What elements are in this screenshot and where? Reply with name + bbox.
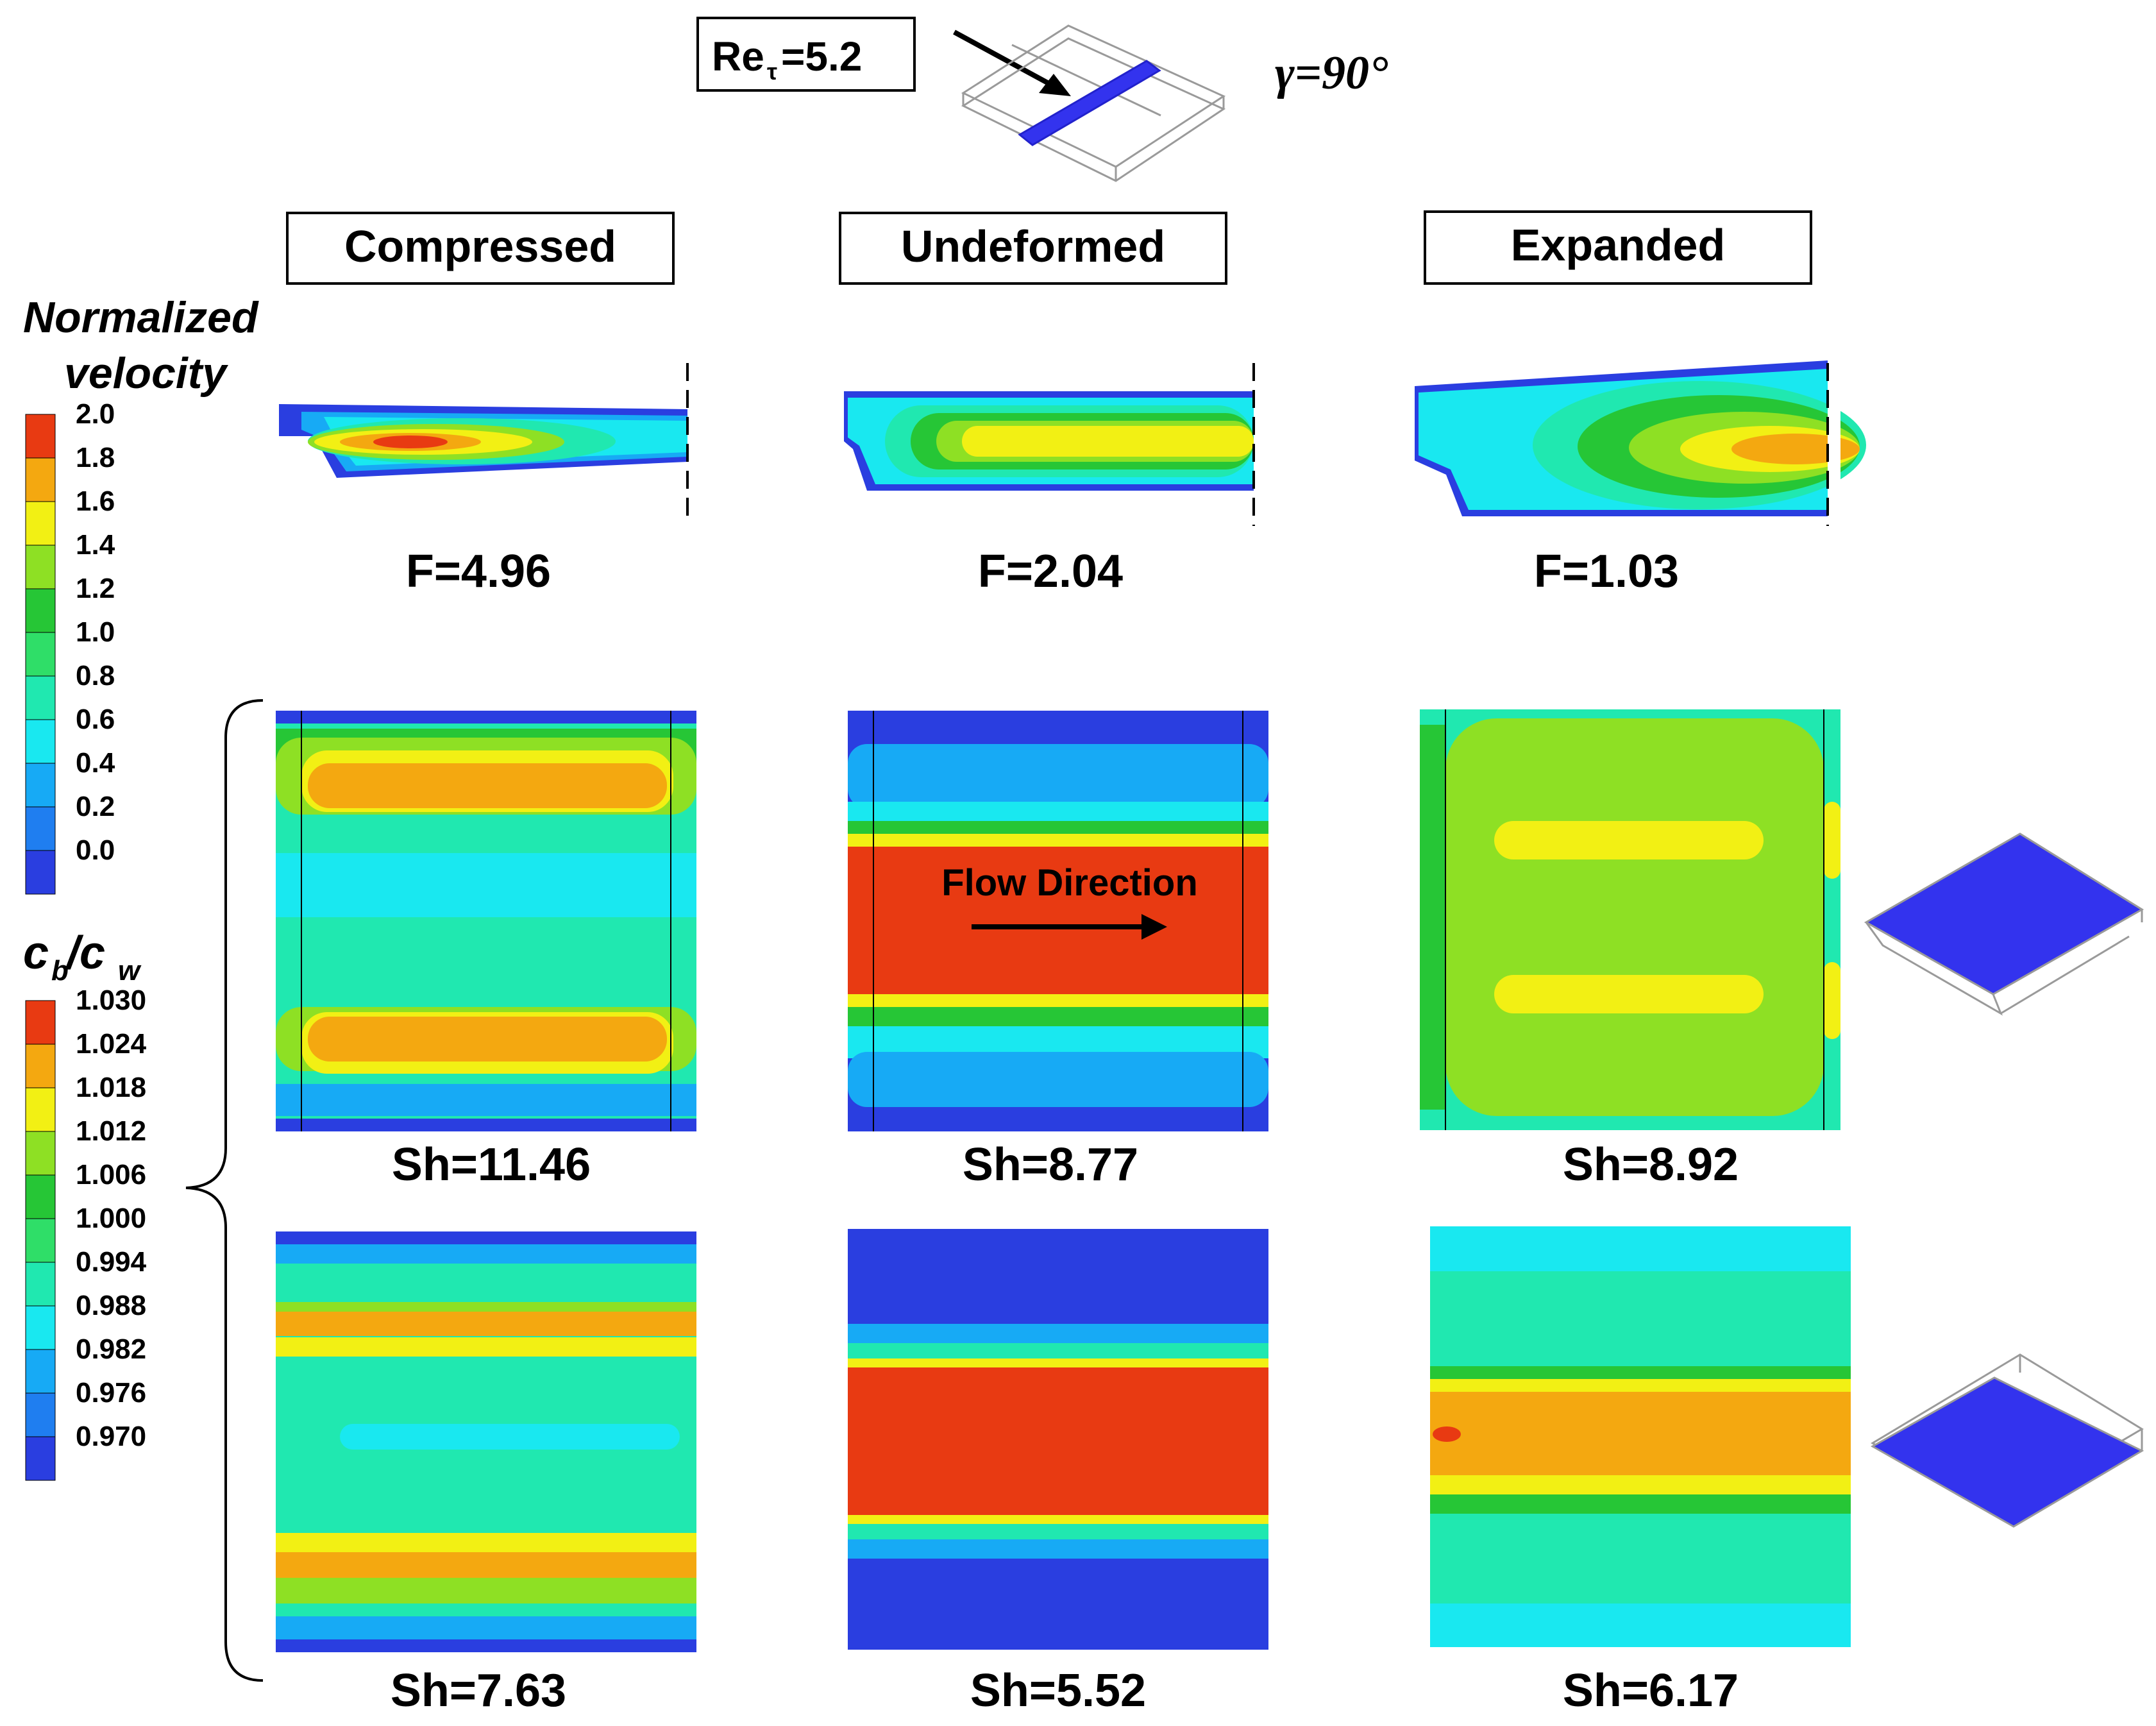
velocity-legend-title-2: velocity — [64, 349, 228, 398]
colorbar-tick-label: 1.4 — [76, 529, 115, 561]
sherwood-bottom-expanded: Sh=6.17 — [1563, 1665, 1739, 1716]
sherwood-top-compressed: Sh=11.46 — [392, 1139, 591, 1190]
conc-map-bottom-compressed — [276, 1231, 696, 1652]
sherwood-bottom-compressed: Sh=7.63 — [391, 1665, 566, 1716]
colorbar-tick-label: 1.000 — [76, 1203, 146, 1234]
reynolds-value: =5.2 — [781, 33, 862, 80]
colorbar-swatch — [25, 1000, 56, 1045]
concentration-tick-labels: 1.030 1.024 1.018 1.012 1.006 1.000 0.994 0.988… — [76, 985, 147, 1452]
colorbar-swatch — [25, 1044, 56, 1088]
colorbar-swatch — [25, 1262, 56, 1307]
conc-map-bottom-undeformed — [848, 1229, 1268, 1650]
velocity-legend: Normalized velocity 2.0 1.8 1.6 1.4 1.2 1.0 0.… — [23, 293, 259, 895]
friction-factor-expanded: F=1.03 — [1534, 546, 1679, 597]
conc-legend-b: b — [51, 955, 69, 986]
colorbar-swatch — [25, 1087, 56, 1132]
colorbar-tick-label: 1.012 — [76, 1115, 146, 1147]
reynolds-box: Re τ =5.2 — [696, 17, 916, 92]
colorbar-tick-label: 1.018 — [76, 1072, 146, 1103]
colorbar-swatch — [25, 675, 56, 720]
colorbar-swatch — [25, 719, 56, 764]
colorbar-tick-label: 0.970 — [76, 1421, 146, 1452]
gamma-label: γ=90° — [1275, 47, 1388, 99]
conc-map-bottom-expanded — [1430, 1226, 1851, 1647]
flow-direction-label: Flow Direction — [941, 862, 1198, 904]
colorbar-tick-label: 0.2 — [76, 791, 115, 822]
colorbar-tick-label: 1.0 — [76, 616, 115, 648]
colorbar-swatch — [25, 632, 56, 677]
column-header-compressed: Compressed — [286, 212, 675, 285]
conc-map-top-compressed — [276, 711, 696, 1131]
column-label: Undeformed — [901, 221, 1165, 271]
colorbar-swatch — [25, 1218, 56, 1263]
row-bracket — [185, 699, 264, 1682]
sherwood-bottom-undeformed: Sh=5.52 — [970, 1665, 1146, 1716]
colorbar-tick-label: 1.006 — [76, 1159, 146, 1190]
colorbar-tick-label: 1.030 — [76, 985, 146, 1016]
friction-factor-compressed: F=4.96 — [406, 546, 551, 597]
colorbar-swatch — [25, 806, 56, 851]
velocity-tick-labels: 2.0 1.8 1.6 1.4 1.2 1.0 0.8 0.6 0.4 0.2 0.0 — [76, 398, 115, 866]
flow-direction-arrowhead — [1141, 914, 1167, 940]
colorbar-tick-label: 0.0 — [76, 834, 115, 866]
colorbar-tick-label: 0.976 — [76, 1377, 146, 1409]
column-header-expanded: Expanded — [1424, 210, 1812, 285]
velocity-colorbar — [25, 414, 56, 895]
conc-legend-slash-c: /c — [65, 927, 105, 979]
velocity-panel-expanded — [1415, 359, 1866, 526]
colorbar-swatch — [25, 1392, 56, 1437]
concentration-colorbar — [25, 1000, 56, 1481]
colorbar-tick-label: 0.988 — [76, 1290, 146, 1321]
colorbar-swatch — [25, 850, 56, 895]
colorbar-tick-label: 0.982 — [76, 1333, 146, 1365]
conc-map-top-undeformed: Flow Direction — [848, 711, 1268, 1131]
conc-map-top-expanded — [1420, 709, 1840, 1130]
colorbar-tick-label: 1.8 — [76, 442, 115, 473]
sherwood-top-undeformed: Sh=8.77 — [963, 1139, 1138, 1190]
column-label: Expanded — [1511, 220, 1726, 270]
colorbar-tick-label: 1.024 — [76, 1028, 147, 1060]
colorbar-tick-label: 0.4 — [76, 747, 115, 779]
colorbar-swatch — [25, 457, 56, 502]
colorbar-swatch — [25, 1131, 56, 1176]
column-label: Compressed — [344, 221, 616, 271]
colorbar-swatch — [25, 414, 56, 459]
reynolds-subscript: τ — [767, 58, 777, 85]
module-schematic-top — [961, 24, 1226, 182]
conc-legend-w: w — [118, 955, 142, 986]
concentration-legend: c b /c w 1.030 1.024 1.018 1.012 1.006 1.000 0… — [23, 927, 147, 1481]
colorbar-tick-label: 0.6 — [76, 704, 115, 735]
friction-factor-undeformed: F=2.04 — [978, 546, 1123, 597]
colorbar-tick-label: 0.994 — [76, 1246, 147, 1278]
velocity-panel-compressed — [279, 363, 689, 520]
column-header-undeformed: Undeformed — [839, 212, 1227, 285]
arrow-to-module — [953, 30, 1071, 96]
colorbar-swatch — [25, 545, 56, 589]
colorbar-tick-label: 0.8 — [76, 660, 115, 691]
velocity-legend-title-1: Normalized — [23, 293, 259, 342]
reynolds-label: Re — [712, 33, 764, 80]
colorbar-swatch — [25, 1436, 56, 1481]
colorbar-swatch — [25, 588, 56, 633]
colorbar-swatch — [25, 1305, 56, 1350]
colorbar-tick-label: 1.6 — [76, 486, 115, 517]
sherwood-top-expanded: Sh=8.92 — [1563, 1139, 1739, 1190]
colorbar-swatch — [25, 763, 56, 808]
colorbar-tick-label: 1.2 — [76, 573, 115, 604]
colorbar-swatch — [25, 1349, 56, 1394]
module-schematic-bottom-wall — [1870, 1353, 2144, 1528]
colorbar-tick-label: 2.0 — [76, 398, 115, 430]
colorbar-swatch — [25, 1174, 56, 1219]
colorbar-swatch — [25, 501, 56, 546]
module-schematic-top-wall — [1864, 833, 2144, 1016]
conc-legend-c: c — [23, 927, 49, 979]
velocity-panel-undeformed — [844, 363, 1255, 526]
